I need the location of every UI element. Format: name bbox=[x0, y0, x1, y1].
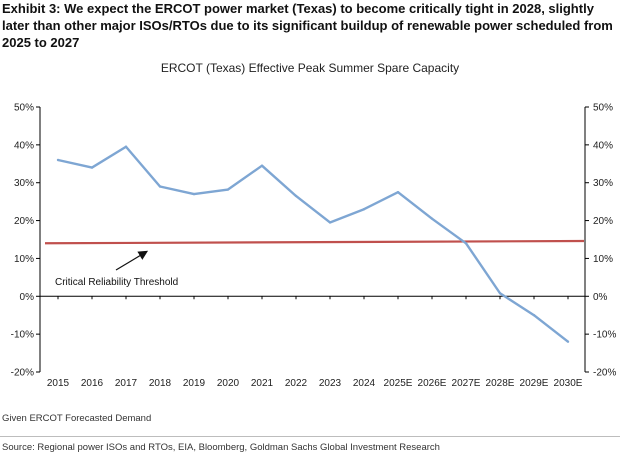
exhibit-headline: Exhibit 3: We expect the ERCOT power mar… bbox=[2, 0, 618, 51]
y-tick-label-left: 10% bbox=[14, 254, 34, 265]
x-tick-label: 2024 bbox=[353, 378, 376, 389]
data-point bbox=[566, 340, 570, 343]
annotation-label: Critical Reliability Threshold bbox=[55, 277, 178, 288]
annotation-arrow bbox=[115, 250, 149, 271]
data-point bbox=[90, 166, 94, 169]
x-tick-label: 2022 bbox=[285, 378, 308, 389]
x-axis-ticks: 2015 2016 2017 2018 2019 2020 2021 2022 2023 2024… bbox=[47, 378, 583, 389]
data-point bbox=[430, 217, 434, 220]
chart-axes bbox=[36, 106, 589, 373]
y-tick-label-right: 20% bbox=[593, 216, 613, 227]
y-tick-label-left: 20% bbox=[14, 216, 34, 227]
x-tick-label: 2030E bbox=[554, 378, 583, 389]
y-tick-label-right: 50% bbox=[593, 103, 613, 114]
divider bbox=[0, 436, 620, 437]
x-tick-label: 2019 bbox=[183, 378, 206, 389]
data-point bbox=[464, 242, 468, 245]
y-tick-label-left: 30% bbox=[14, 178, 34, 189]
x-tick-label: 2029E bbox=[520, 378, 549, 389]
y-tick-label-right: 30% bbox=[593, 178, 613, 189]
left-axis-ticks: 50% 40% 30% 20% 10% 0% -10% -20% bbox=[11, 103, 34, 379]
y-tick-label-right: 0% bbox=[593, 292, 608, 303]
annotation-group: Critical Reliability Threshold bbox=[55, 250, 178, 288]
x-tick-label: 2016 bbox=[81, 378, 104, 389]
x-tick-label: 2018 bbox=[149, 378, 172, 389]
y-tick-label-right: 40% bbox=[593, 140, 613, 151]
threshold-line bbox=[44, 239, 585, 245]
data-point bbox=[532, 314, 536, 317]
threshold-group bbox=[44, 239, 585, 245]
spare-capacity-line bbox=[57, 145, 569, 343]
x-tick-label: 2025E bbox=[384, 378, 413, 389]
x-tick-label: 2020 bbox=[217, 378, 240, 389]
x-tick-label: 2028E bbox=[486, 378, 515, 389]
exhibit-text: We expect the ERCOT power market (Texas)… bbox=[2, 1, 613, 50]
x-tick-label: 2021 bbox=[251, 378, 274, 389]
source-note: Source: Regional power ISOs and RTOs, EI… bbox=[2, 442, 440, 453]
y-tick-label-left: -20% bbox=[11, 368, 34, 379]
x-tick-label: 2015 bbox=[47, 378, 70, 389]
data-point bbox=[294, 194, 298, 198]
data-point bbox=[328, 221, 332, 224]
y-tick-label-left: -10% bbox=[11, 330, 34, 341]
footnote: Given ERCOT Forecasted Demand bbox=[2, 413, 152, 424]
data-point bbox=[124, 145, 128, 148]
y-tick-label-left: 0% bbox=[20, 292, 35, 303]
data-point bbox=[158, 185, 162, 188]
x-tick-label: 2026E bbox=[418, 378, 447, 389]
y-tick-label-right: -10% bbox=[593, 330, 616, 341]
data-point bbox=[260, 164, 264, 167]
x-tick-label: 2027E bbox=[452, 378, 481, 389]
data-point bbox=[362, 208, 366, 211]
y-tick-label-right: 10% bbox=[593, 254, 613, 265]
x-tick-label: 2017 bbox=[115, 378, 138, 389]
y-tick-label-right: -20% bbox=[593, 368, 616, 379]
x-tick-label: 2023 bbox=[319, 378, 342, 389]
data-point bbox=[498, 292, 502, 295]
data-point bbox=[192, 192, 196, 196]
data-point bbox=[226, 188, 230, 191]
data-point bbox=[56, 158, 60, 162]
y-tick-label-left: 40% bbox=[14, 140, 34, 151]
chart-svg: 50% 40% 30% 20% 10% 0% -10% -20% 50% 40% 30% 20% 10… bbox=[11, 103, 617, 390]
data-point bbox=[396, 190, 400, 194]
chart-title: ERCOT (Texas) Effective Peak Summer Spar… bbox=[160, 61, 460, 75]
right-axis-ticks: 50% 40% 30% 20% 10% 0% -10% -20% bbox=[593, 103, 616, 379]
y-tick-label-left: 50% bbox=[14, 103, 34, 114]
series-group bbox=[56, 145, 570, 343]
exhibit-label: Exhibit 3: bbox=[2, 1, 61, 16]
